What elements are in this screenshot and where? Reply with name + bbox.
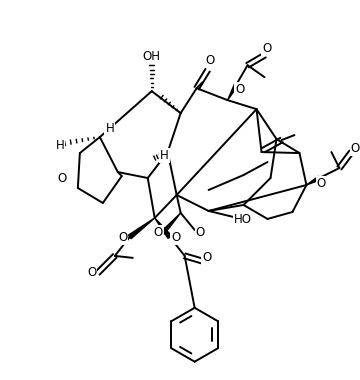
- Text: O: O: [87, 266, 96, 279]
- Polygon shape: [155, 218, 171, 238]
- Text: O: O: [57, 171, 67, 185]
- Text: O: O: [118, 231, 127, 244]
- Text: O: O: [235, 83, 244, 96]
- Text: H: H: [105, 122, 114, 135]
- Polygon shape: [161, 213, 181, 234]
- Text: O: O: [195, 226, 205, 239]
- Text: O: O: [171, 231, 180, 244]
- Text: H: H: [160, 149, 169, 162]
- Text: O: O: [317, 177, 326, 190]
- Text: O: O: [205, 54, 214, 67]
- Text: O: O: [351, 142, 360, 155]
- Text: OH: OH: [143, 50, 161, 63]
- Polygon shape: [129, 218, 155, 239]
- Text: H: H: [55, 139, 64, 152]
- Text: O: O: [153, 226, 163, 239]
- Text: O: O: [202, 252, 211, 264]
- Polygon shape: [228, 83, 238, 100]
- Polygon shape: [306, 176, 320, 185]
- Text: HO: HO: [234, 214, 252, 226]
- Text: O: O: [262, 42, 271, 55]
